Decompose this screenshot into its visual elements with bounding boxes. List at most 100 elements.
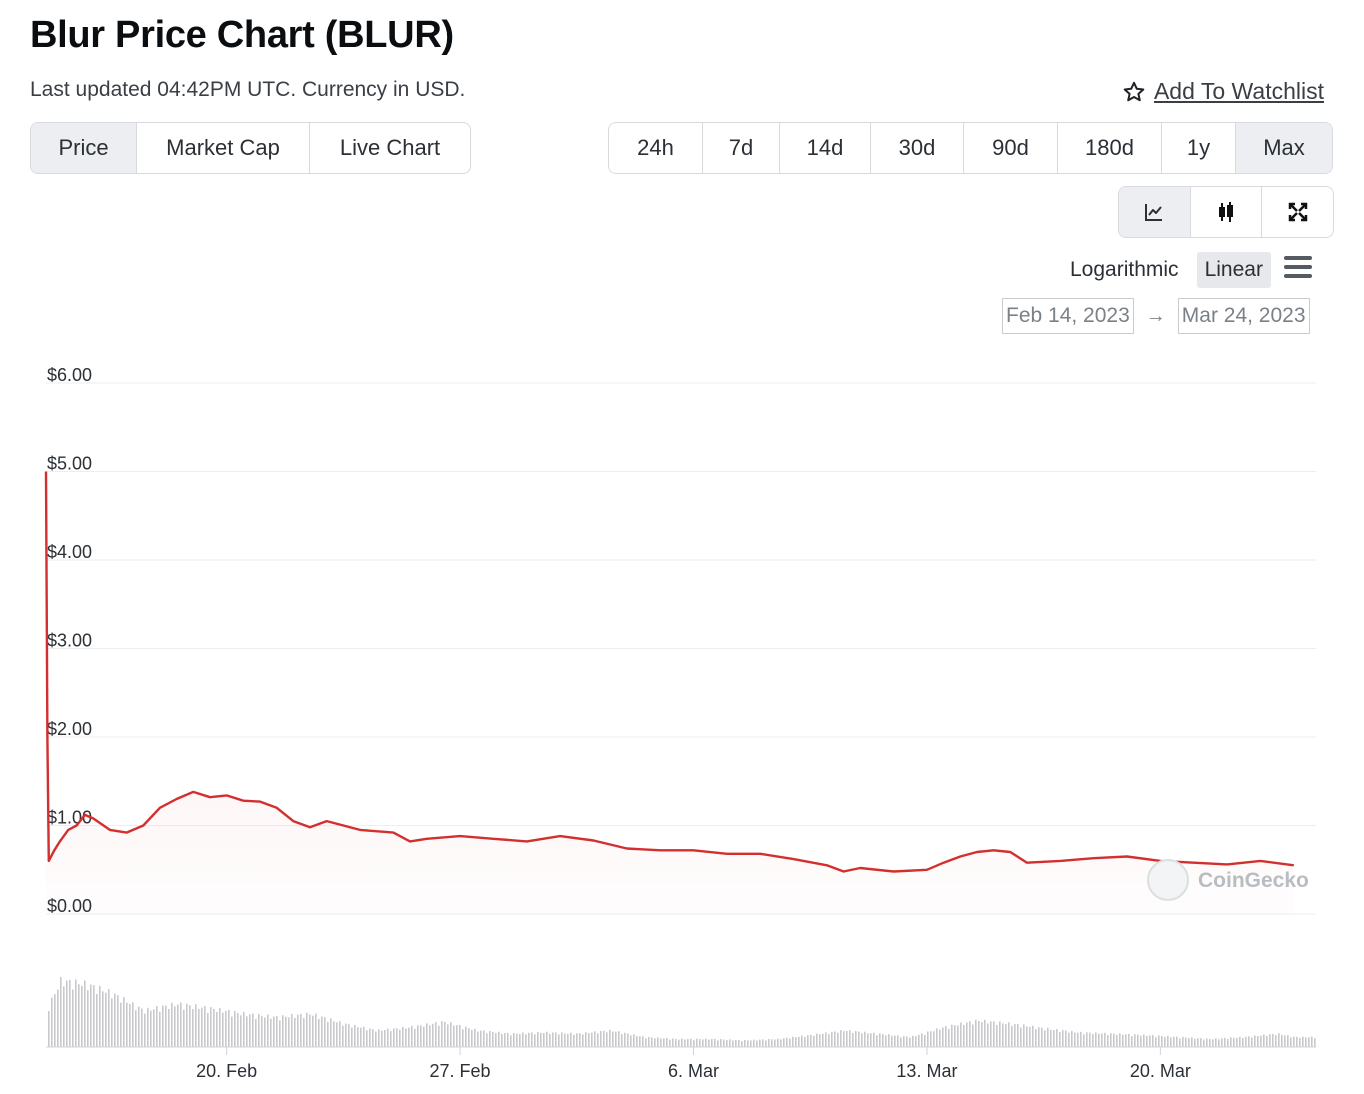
volume-bar [903, 1035, 905, 1047]
volume-bar [1311, 1036, 1313, 1047]
volume-bar [1140, 1035, 1142, 1047]
volume-bar [939, 1029, 941, 1047]
price-area-fill [46, 471, 1294, 914]
volume-bar [1293, 1036, 1295, 1047]
volume-bar [981, 1022, 983, 1047]
hamburger-menu-icon[interactable] [1284, 256, 1312, 282]
range-14d[interactable]: 14d [780, 123, 871, 173]
volume-bar [93, 985, 95, 1047]
volume-bar [1188, 1038, 1190, 1047]
volume-bar [666, 1038, 668, 1047]
add-to-watchlist-link[interactable]: Add To Watchlist [1122, 78, 1324, 105]
y-tick-label: $2.00 [47, 719, 92, 739]
volume-bar [114, 993, 116, 1047]
range-90d[interactable]: 90d [964, 123, 1058, 173]
volume-bar [282, 1015, 284, 1047]
volume-bar [441, 1021, 443, 1047]
volume-bar [369, 1028, 371, 1047]
volume-bar [663, 1038, 665, 1047]
volume-bar [321, 1016, 323, 1047]
volume-bar [546, 1031, 548, 1047]
volume-bar [621, 1034, 623, 1047]
volume-bar [717, 1040, 719, 1047]
range-30d[interactable]: 30d [871, 123, 964, 173]
volume-bar [288, 1017, 290, 1047]
tab-price[interactable]: Price [31, 123, 137, 173]
volume-bar [1299, 1037, 1301, 1047]
coingecko-watermark: CoinGecko [1198, 869, 1309, 892]
volume-bar [606, 1032, 608, 1047]
volume-bar [306, 1012, 308, 1047]
volume-bar [1116, 1034, 1118, 1047]
volume-bar [1125, 1034, 1127, 1047]
volume-bar [468, 1028, 470, 1047]
date-to-input[interactable]: Mar 24, 2023 [1177, 298, 1310, 334]
volume-bar [1020, 1027, 1022, 1047]
volume-bar [753, 1039, 755, 1047]
volume-bar [279, 1020, 281, 1047]
volume-bar [1089, 1032, 1091, 1047]
volume-bar [195, 1004, 197, 1047]
range-max[interactable]: Max [1236, 123, 1332, 173]
volume-bar [1074, 1032, 1076, 1047]
volume-bar [69, 979, 71, 1047]
tab-live-chart[interactable]: Live Chart [339, 135, 441, 160]
volume-bar [780, 1039, 782, 1047]
volume-bar [948, 1028, 950, 1047]
volume-bar [1113, 1033, 1115, 1047]
volume-bar [762, 1039, 764, 1047]
volume-bar [846, 1030, 848, 1047]
volume-bar [627, 1033, 629, 1047]
date-from-input[interactable]: Feb 14, 2023 [1002, 298, 1134, 334]
volume-bar [816, 1033, 818, 1047]
volume-bar [657, 1037, 659, 1047]
line-chart-button[interactable] [1119, 187, 1191, 237]
page-title: Blur Price Chart (BLUR) [30, 14, 454, 56]
volume-bar [831, 1031, 833, 1047]
volume-bar [276, 1016, 278, 1047]
volume-bar [786, 1037, 788, 1047]
volume-bar [72, 989, 74, 1047]
volume-bar [888, 1034, 890, 1047]
range-24h[interactable]: 24h [609, 123, 703, 173]
volume-bar [648, 1036, 650, 1047]
volume-bar [354, 1024, 356, 1047]
volume-bar [966, 1022, 968, 1047]
range-180d[interactable]: 180d [1058, 123, 1162, 173]
tab-market-cap[interactable]: Market Cap [137, 123, 310, 173]
range-7d[interactable]: 7d [703, 123, 780, 173]
volume-bar [1119, 1033, 1121, 1047]
volume-bar [1233, 1037, 1235, 1047]
volume-bar [459, 1024, 461, 1047]
scale-toggle: Logarithmic Linear [1062, 252, 1271, 288]
volume-bar [54, 994, 56, 1047]
arrow-right-icon: → [1145, 304, 1166, 327]
coingecko-logo-icon [1147, 859, 1189, 901]
chart-view-toggle [1118, 186, 1334, 238]
volume-bar [792, 1036, 794, 1047]
volume-bar [243, 1011, 245, 1047]
volume-bar [528, 1032, 530, 1047]
range-1y[interactable]: 1y [1162, 123, 1236, 173]
volume-bar [1176, 1036, 1178, 1047]
volume-bar [366, 1030, 368, 1047]
volume-bar [768, 1039, 770, 1047]
x-tick-label: 20. Mar [1130, 1061, 1191, 1081]
volume-bar [867, 1033, 869, 1047]
volume-bar [963, 1024, 965, 1047]
scale-logarithmic[interactable]: Logarithmic [1070, 258, 1179, 281]
y-tick-label: $3.00 [47, 631, 92, 651]
volume-bar [555, 1032, 557, 1047]
volume-bar [210, 1007, 212, 1047]
volume-bar [1098, 1033, 1100, 1047]
fullscreen-button[interactable] [1262, 187, 1333, 237]
volume-bar [777, 1038, 779, 1047]
candlestick-button[interactable] [1191, 187, 1263, 237]
volume-bar [273, 1016, 275, 1047]
volume-bar [1212, 1039, 1214, 1047]
volume-bar [396, 1028, 398, 1047]
volume-bar [1035, 1029, 1037, 1047]
volume-bar [708, 1039, 710, 1047]
volume-bar [933, 1031, 935, 1047]
scale-linear[interactable]: Linear [1196, 252, 1271, 288]
